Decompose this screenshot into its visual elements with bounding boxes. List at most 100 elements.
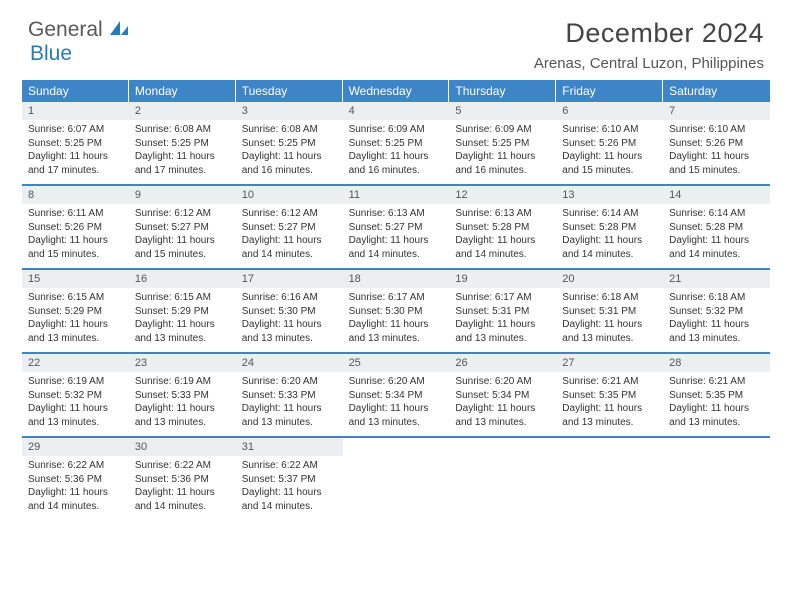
day-number: 1 bbox=[22, 102, 129, 120]
calendar-cell: 4Sunrise: 6:09 AMSunset: 5:25 PMDaylight… bbox=[343, 102, 450, 184]
calendar-cell bbox=[556, 438, 663, 520]
day-details: Sunrise: 6:08 AMSunset: 5:25 PMDaylight:… bbox=[236, 120, 343, 182]
calendar-cell: 1Sunrise: 6:07 AMSunset: 5:25 PMDaylight… bbox=[22, 102, 129, 184]
calendar-cell: 3Sunrise: 6:08 AMSunset: 5:25 PMDaylight… bbox=[236, 102, 343, 184]
logo-text-blue: Blue bbox=[30, 42, 72, 65]
logo-text-general: General bbox=[28, 18, 103, 42]
day-number: 18 bbox=[343, 270, 450, 288]
day-header: Tuesday bbox=[236, 80, 343, 102]
calendar-cell: 24Sunrise: 6:20 AMSunset: 5:33 PMDayligh… bbox=[236, 354, 343, 436]
day-number: 20 bbox=[556, 270, 663, 288]
day-details: Sunrise: 6:12 AMSunset: 5:27 PMDaylight:… bbox=[129, 204, 236, 266]
day-details: Sunrise: 6:11 AMSunset: 5:26 PMDaylight:… bbox=[22, 204, 129, 266]
day-details: Sunrise: 6:10 AMSunset: 5:26 PMDaylight:… bbox=[663, 120, 770, 182]
day-details: Sunrise: 6:15 AMSunset: 5:29 PMDaylight:… bbox=[129, 288, 236, 350]
day-number: 25 bbox=[343, 354, 450, 372]
calendar-cell bbox=[343, 438, 450, 520]
calendar-cell: 16Sunrise: 6:15 AMSunset: 5:29 PMDayligh… bbox=[129, 270, 236, 352]
day-details: Sunrise: 6:20 AMSunset: 5:34 PMDaylight:… bbox=[343, 372, 450, 434]
day-details: Sunrise: 6:21 AMSunset: 5:35 PMDaylight:… bbox=[663, 372, 770, 434]
day-details: Sunrise: 6:18 AMSunset: 5:31 PMDaylight:… bbox=[556, 288, 663, 350]
logo-sail-icon bbox=[108, 19, 130, 42]
day-number: 9 bbox=[129, 186, 236, 204]
day-number: 15 bbox=[22, 270, 129, 288]
calendar-cell: 2Sunrise: 6:08 AMSunset: 5:25 PMDaylight… bbox=[129, 102, 236, 184]
day-details: Sunrise: 6:09 AMSunset: 5:25 PMDaylight:… bbox=[343, 120, 450, 182]
day-details: Sunrise: 6:08 AMSunset: 5:25 PMDaylight:… bbox=[129, 120, 236, 182]
calendar-cell: 17Sunrise: 6:16 AMSunset: 5:30 PMDayligh… bbox=[236, 270, 343, 352]
calendar-cell bbox=[663, 438, 770, 520]
calendar-cell: 25Sunrise: 6:20 AMSunset: 5:34 PMDayligh… bbox=[343, 354, 450, 436]
calendar-week: 15Sunrise: 6:15 AMSunset: 5:29 PMDayligh… bbox=[22, 270, 770, 354]
day-details: Sunrise: 6:22 AMSunset: 5:36 PMDaylight:… bbox=[129, 456, 236, 518]
calendar-cell: 14Sunrise: 6:14 AMSunset: 5:28 PMDayligh… bbox=[663, 186, 770, 268]
day-number: 2 bbox=[129, 102, 236, 120]
calendar-cell: 21Sunrise: 6:18 AMSunset: 5:32 PMDayligh… bbox=[663, 270, 770, 352]
day-header: Friday bbox=[556, 80, 663, 102]
day-details: Sunrise: 6:18 AMSunset: 5:32 PMDaylight:… bbox=[663, 288, 770, 350]
calendar: SundayMondayTuesdayWednesdayThursdayFrid… bbox=[0, 80, 792, 520]
day-details: Sunrise: 6:13 AMSunset: 5:28 PMDaylight:… bbox=[449, 204, 556, 266]
day-number: 23 bbox=[129, 354, 236, 372]
calendar-cell: 27Sunrise: 6:21 AMSunset: 5:35 PMDayligh… bbox=[556, 354, 663, 436]
calendar-cell: 11Sunrise: 6:13 AMSunset: 5:27 PMDayligh… bbox=[343, 186, 450, 268]
day-details: Sunrise: 6:16 AMSunset: 5:30 PMDaylight:… bbox=[236, 288, 343, 350]
day-header: Thursday bbox=[449, 80, 556, 102]
day-number: 14 bbox=[663, 186, 770, 204]
calendar-cell: 30Sunrise: 6:22 AMSunset: 5:36 PMDayligh… bbox=[129, 438, 236, 520]
calendar-cell: 29Sunrise: 6:22 AMSunset: 5:36 PMDayligh… bbox=[22, 438, 129, 520]
day-number: 6 bbox=[556, 102, 663, 120]
day-number: 13 bbox=[556, 186, 663, 204]
day-number: 28 bbox=[663, 354, 770, 372]
logo: General bbox=[28, 18, 132, 42]
day-number: 22 bbox=[22, 354, 129, 372]
day-details: Sunrise: 6:20 AMSunset: 5:33 PMDaylight:… bbox=[236, 372, 343, 434]
calendar-cell: 6Sunrise: 6:10 AMSunset: 5:26 PMDaylight… bbox=[556, 102, 663, 184]
calendar-cell: 31Sunrise: 6:22 AMSunset: 5:37 PMDayligh… bbox=[236, 438, 343, 520]
calendar-week: 22Sunrise: 6:19 AMSunset: 5:32 PMDayligh… bbox=[22, 354, 770, 438]
day-number: 26 bbox=[449, 354, 556, 372]
day-number: 3 bbox=[236, 102, 343, 120]
day-details: Sunrise: 6:22 AMSunset: 5:36 PMDaylight:… bbox=[22, 456, 129, 518]
calendar-week: 8Sunrise: 6:11 AMSunset: 5:26 PMDaylight… bbox=[22, 186, 770, 270]
month-title: December 2024 bbox=[534, 18, 764, 49]
day-details: Sunrise: 6:07 AMSunset: 5:25 PMDaylight:… bbox=[22, 120, 129, 182]
day-number: 5 bbox=[449, 102, 556, 120]
calendar-week: 29Sunrise: 6:22 AMSunset: 5:36 PMDayligh… bbox=[22, 438, 770, 520]
day-details: Sunrise: 6:09 AMSunset: 5:25 PMDaylight:… bbox=[449, 120, 556, 182]
calendar-cell: 22Sunrise: 6:19 AMSunset: 5:32 PMDayligh… bbox=[22, 354, 129, 436]
day-details: Sunrise: 6:14 AMSunset: 5:28 PMDaylight:… bbox=[556, 204, 663, 266]
calendar-cell: 8Sunrise: 6:11 AMSunset: 5:26 PMDaylight… bbox=[22, 186, 129, 268]
calendar-cell: 9Sunrise: 6:12 AMSunset: 5:27 PMDaylight… bbox=[129, 186, 236, 268]
calendar-cell: 10Sunrise: 6:12 AMSunset: 5:27 PMDayligh… bbox=[236, 186, 343, 268]
day-number: 27 bbox=[556, 354, 663, 372]
calendar-cell: 13Sunrise: 6:14 AMSunset: 5:28 PMDayligh… bbox=[556, 186, 663, 268]
day-details: Sunrise: 6:20 AMSunset: 5:34 PMDaylight:… bbox=[449, 372, 556, 434]
day-details: Sunrise: 6:10 AMSunset: 5:26 PMDaylight:… bbox=[556, 120, 663, 182]
calendar-grid: 1Sunrise: 6:07 AMSunset: 5:25 PMDaylight… bbox=[22, 102, 770, 520]
calendar-cell: 15Sunrise: 6:15 AMSunset: 5:29 PMDayligh… bbox=[22, 270, 129, 352]
day-number: 19 bbox=[449, 270, 556, 288]
day-number: 29 bbox=[22, 438, 129, 456]
calendar-cell: 23Sunrise: 6:19 AMSunset: 5:33 PMDayligh… bbox=[129, 354, 236, 436]
calendar-cell: 28Sunrise: 6:21 AMSunset: 5:35 PMDayligh… bbox=[663, 354, 770, 436]
day-header: Saturday bbox=[663, 80, 770, 102]
location-text: Arenas, Central Luzon, Philippines bbox=[534, 55, 764, 72]
calendar-cell: 26Sunrise: 6:20 AMSunset: 5:34 PMDayligh… bbox=[449, 354, 556, 436]
day-headers-row: SundayMondayTuesdayWednesdayThursdayFrid… bbox=[22, 80, 770, 102]
calendar-cell: 18Sunrise: 6:17 AMSunset: 5:30 PMDayligh… bbox=[343, 270, 450, 352]
day-number: 12 bbox=[449, 186, 556, 204]
calendar-cell bbox=[449, 438, 556, 520]
day-number: 8 bbox=[22, 186, 129, 204]
day-header: Sunday bbox=[22, 80, 129, 102]
day-number: 30 bbox=[129, 438, 236, 456]
day-details: Sunrise: 6:15 AMSunset: 5:29 PMDaylight:… bbox=[22, 288, 129, 350]
day-details: Sunrise: 6:14 AMSunset: 5:28 PMDaylight:… bbox=[663, 204, 770, 266]
calendar-week: 1Sunrise: 6:07 AMSunset: 5:25 PMDaylight… bbox=[22, 102, 770, 186]
day-number: 16 bbox=[129, 270, 236, 288]
day-number: 24 bbox=[236, 354, 343, 372]
calendar-cell: 7Sunrise: 6:10 AMSunset: 5:26 PMDaylight… bbox=[663, 102, 770, 184]
day-number: 11 bbox=[343, 186, 450, 204]
day-details: Sunrise: 6:21 AMSunset: 5:35 PMDaylight:… bbox=[556, 372, 663, 434]
day-details: Sunrise: 6:19 AMSunset: 5:33 PMDaylight:… bbox=[129, 372, 236, 434]
